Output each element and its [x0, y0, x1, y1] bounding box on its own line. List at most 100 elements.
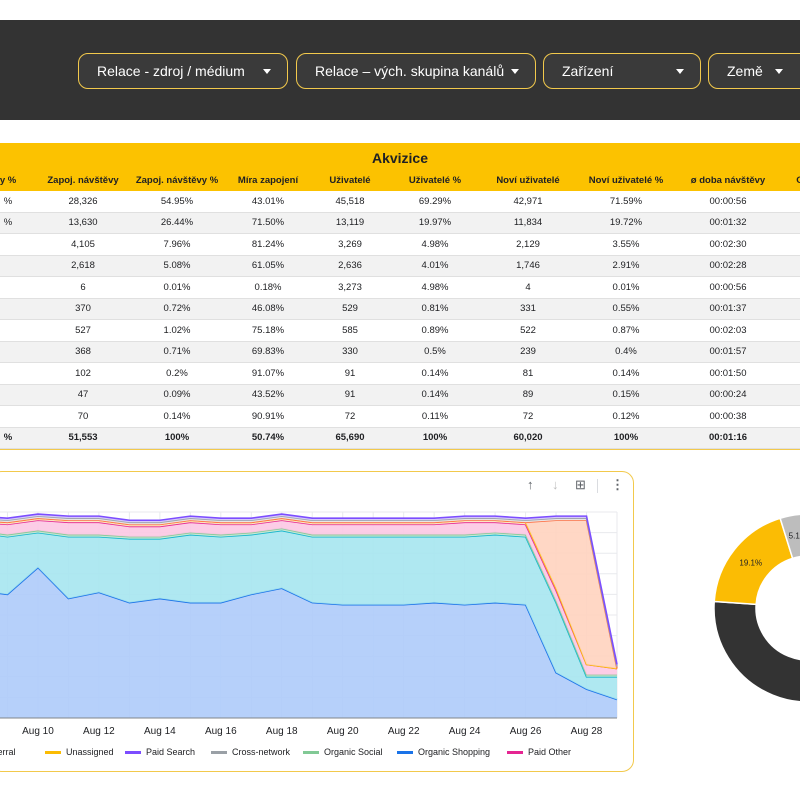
- legend-item[interactable]: Paid Search: [125, 747, 195, 761]
- area-direct: [0, 518, 617, 669]
- table-row: 527 1.02% 75.18% 585 0.89% 522 0.87% 00:02:03: [0, 320, 800, 342]
- area-referral: [0, 530, 617, 700]
- column-header[interactable]: Noví uživatelé: [496, 174, 560, 186]
- table-cell: 0.11%: [421, 410, 449, 422]
- legend-swatch: [45, 751, 61, 755]
- table-cell: 529: [342, 303, 358, 315]
- filter-source-medium-dropdown[interactable]: Relace - zdroj / médium: [78, 53, 288, 89]
- table-row: 102 0.2% 91.07% 91 0.14% 81 0.14% 00:01:50: [0, 363, 800, 385]
- table-cell: 00:02:30: [709, 238, 747, 250]
- table-cell: [780, 320, 800, 341]
- table-cell: 91: [344, 389, 356, 401]
- column-header[interactable]: Zapoj. návštěvy: [47, 174, 119, 186]
- x-tick-label: Aug 26: [510, 726, 542, 737]
- table-cell: 89: [522, 389, 534, 401]
- filter-device-dropdown[interactable]: Zařízení: [543, 53, 701, 89]
- table-cell: 47: [77, 389, 89, 401]
- table-cell: 1,746: [516, 260, 540, 272]
- legend-item[interactable]: Unassigned: [45, 747, 114, 761]
- column-header[interactable]: Uživatelé: [329, 174, 371, 186]
- more-vert-icon[interactable]: ⋮: [611, 477, 624, 492]
- x-tick-label: Aug 28: [571, 726, 603, 737]
- legend-item[interactable]: Cross-network: [211, 747, 290, 761]
- table-cell: 1.02%: [163, 324, 191, 336]
- table-cell: 00:01:57: [709, 346, 747, 358]
- table-cell: 2,618: [71, 260, 95, 272]
- table-cell: 00:01:32: [709, 217, 747, 229]
- table-cell: [0, 406, 28, 427]
- donut-slice: [779, 513, 800, 560]
- table-cell: 00:01:16: [708, 432, 748, 444]
- table-cell: [0, 320, 28, 341]
- legend-item[interactable]: ferral: [0, 747, 16, 761]
- table-cell: 19.72%: [609, 217, 643, 229]
- table-cell: 61.05%: [251, 260, 285, 272]
- table-cell: 0.18%: [254, 281, 282, 293]
- table-cell: 0.09%: [163, 389, 191, 401]
- table-cell: [780, 213, 800, 234]
- table-cell: 00:01:50: [709, 367, 747, 379]
- table-cell: 71.59%: [609, 195, 643, 207]
- table-row: 368 0.71% 69.83% 330 0.5% 239 0.4% 00:01:57: [0, 341, 800, 363]
- toolbar-divider: [597, 479, 598, 493]
- table-cell: [0, 234, 28, 255]
- table-cell: 81: [522, 367, 534, 379]
- expand-chart-icon[interactable]: ⊞: [575, 477, 586, 492]
- legend-label: Paid Search: [146, 747, 196, 757]
- table-cell: 71.50%: [251, 217, 285, 229]
- x-tick-label: Aug 10: [22, 726, 54, 737]
- table-cell: 3.55%: [612, 238, 640, 250]
- legend-swatch: [303, 751, 319, 755]
- dropdown-label: Relace - zdroj / médium: [97, 63, 245, 79]
- column-header[interactable]: Míra zapojení: [237, 174, 299, 186]
- filter-country-dropdown[interactable]: Země: [708, 53, 800, 89]
- table-cell: 3,269: [338, 238, 362, 250]
- filter-channel-group-dropdown[interactable]: Relace – vých. skupina kanálů: [296, 53, 536, 89]
- table-cell: 00:00:38: [709, 410, 747, 422]
- column-header[interactable]: ø doba návštěvy: [690, 174, 766, 186]
- table-cell: 26.44%: [160, 217, 194, 229]
- table-row: % 13,630 26.44% 71.50% 13,119 19.97% 11,834 19.…: [0, 212, 800, 234]
- table-row: 47 0.09% 43.52% 91 0.14% 89 0.15% 00:00:24: [0, 384, 800, 406]
- table-row: 370 0.72% 46.08% 529 0.81% 331 0.55% 00:01:37: [0, 298, 800, 320]
- table-cell: 72: [344, 410, 356, 422]
- column-header[interactable]: Noví uživatelé %: [588, 174, 664, 186]
- table-cell: 81.24%: [251, 238, 285, 250]
- table-cell: 2.91%: [612, 260, 640, 272]
- column-header[interactable]: O: [780, 169, 800, 191]
- legend-item[interactable]: Organic Shopping: [397, 747, 490, 761]
- column-header[interactable]: Zapoj. návštěvy %: [135, 174, 219, 186]
- table-cell: 0.01%: [612, 281, 640, 293]
- table-cell: 45,518: [335, 195, 365, 207]
- x-tick-label: Aug 24: [449, 726, 481, 737]
- table-row: % 28,326 54.95% 43.01% 45,518 69.29% 42,971 71.…: [0, 191, 800, 213]
- table-cell: 370: [75, 303, 91, 315]
- table-cell: [780, 385, 800, 406]
- table-cell: 00:00:24: [709, 389, 747, 401]
- acquisition-table: Akvizice y % Zapoj. návštěvy Zapoj. návště…: [0, 143, 800, 450]
- x-tick-label: Aug 18: [266, 726, 298, 737]
- legend-item[interactable]: Organic Social: [303, 747, 383, 761]
- table-cell: 0.4%: [615, 346, 637, 358]
- table-cell: [0, 299, 28, 320]
- donut-slice: [713, 600, 800, 703]
- table-cell: 13,119: [335, 217, 365, 229]
- column-header[interactable]: Uživatelé %: [408, 174, 462, 186]
- column-header[interactable]: y %: [0, 174, 17, 186]
- dropdown-label: Zařízení: [562, 63, 614, 79]
- legend-item[interactable]: Paid Other: [507, 747, 571, 761]
- table-cell: [0, 342, 28, 363]
- table-cell: 70: [77, 410, 89, 422]
- table-cell: 330: [342, 346, 358, 358]
- table-cell: 69.29%: [418, 195, 452, 207]
- arrow-up-icon[interactable]: ↑: [527, 477, 534, 492]
- table-cell: 28,326: [68, 195, 98, 207]
- table-cell: 0.55%: [612, 303, 640, 315]
- x-tick-label: Aug 22: [388, 726, 420, 737]
- table-cell: [780, 428, 800, 449]
- table-row: 6 0.01% 0.18% 3,273 4.98% 4 0.01% 00:00:56: [0, 277, 800, 299]
- table-cell: 102: [75, 367, 91, 379]
- table-cell: 50.74%: [251, 432, 285, 444]
- table-cell: 0.89%: [421, 324, 449, 336]
- arrow-down-icon[interactable]: ↓: [552, 477, 559, 492]
